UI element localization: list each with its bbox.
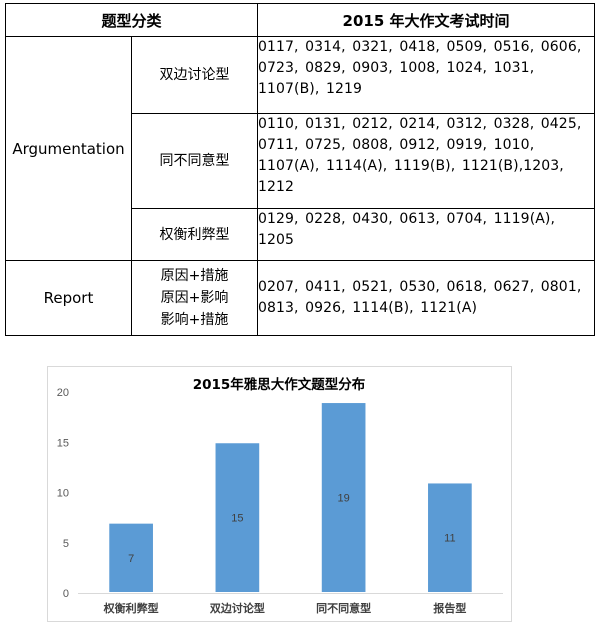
bar (319, 401, 368, 594)
chart-canvas: 2015年雅思大作文题型分布 0 5 10 15 20 7 15 19 11 权衡利弊型 双边讨… (57, 376, 503, 615)
bar-value-label: 19 (338, 493, 350, 505)
table-header-row: 题型分类 2015 年大作文考试时间 (4, 3, 596, 37)
x-category-label: 权衡利弊型 (103, 601, 159, 615)
x-category-label: 报告型 (433, 601, 466, 615)
subtype-discuss-both: 双边讨论型 (130, 36, 259, 114)
bar-chart: 2015年雅思大作文题型分布 0 5 10 15 20 7 15 19 11 权衡利弊型 双边讨… (47, 366, 512, 622)
dates-agree-disagree: 0110, 0131, 0212, 0214, 0312, 0328, 0425… (257, 113, 596, 209)
x-category-label: 同不同意型 (316, 601, 371, 615)
bar-value-label: 11 (444, 533, 455, 545)
subtype-report-list: 原因+措施 原因+影响 影响+措施 (130, 260, 259, 336)
chart-title: 2015年雅思大作文题型分布 (193, 376, 366, 393)
bar-value-label: 7 (128, 553, 134, 565)
bar-series: 7 15 19 11 (107, 401, 474, 594)
exam-type-table: 题型分类 2015 年大作文考试时间 Argumentation 双边讨论型 0… (4, 3, 596, 336)
subtype-cause-solution: 原因+措施 (160, 268, 229, 284)
x-axis: 权衡利弊型 双边讨论型 同不同意型 报告型 (78, 593, 503, 615)
table-row: Argumentation 双边讨论型 0117, 0314, 0321, 04… (5, 36, 596, 261)
header-dates: 2015 年大作文考试时间 (257, 3, 596, 37)
dates-advantages-disadvantages: 0129, 0228, 0430, 0613, 0704, 1119(A), 1… (257, 208, 596, 261)
y-axis: 0 5 10 15 20 (57, 387, 69, 600)
category-argumentation: Argumentation (5, 36, 132, 261)
dates-report: 0207, 0411, 0521, 0530, 0618, 0627, 0801… (257, 260, 596, 336)
bar-value-label: 15 (231, 513, 243, 525)
y-tick-label: 0 (63, 588, 69, 600)
subtype-agree-disagree: 同不同意型 (130, 113, 259, 209)
y-tick-label: 15 (57, 437, 69, 449)
bar (213, 441, 262, 594)
subtype-cause-effect: 原因+影响 (160, 290, 229, 306)
table-row: 权衡利弊型 0129, 0228, 0430, 0613, 0704, 1119… (6, 208, 596, 261)
subtype-advantages-disadvantages: 权衡利弊型 (130, 208, 259, 261)
subtype-effect-solution: 影响+措施 (160, 312, 229, 328)
y-tick-label: 10 (57, 488, 69, 500)
table-row: Report 原因+措施 原因+影响 影响+措施 0207, 0411, 052… (5, 260, 596, 336)
header-category: 题型分类 (4, 3, 259, 37)
bar (426, 481, 474, 594)
x-category-label: 双边讨论型 (210, 601, 265, 615)
y-tick-label: 20 (57, 387, 69, 399)
table-row: 同不同意型 0110, 0131, 0212, 0214, 0312, 0328… (6, 113, 596, 209)
category-report: Report (5, 260, 132, 336)
dates-discuss-both: 0117, 0314, 0321, 0418, 0509, 0516, 0606… (257, 36, 596, 114)
y-tick-label: 5 (63, 538, 69, 550)
